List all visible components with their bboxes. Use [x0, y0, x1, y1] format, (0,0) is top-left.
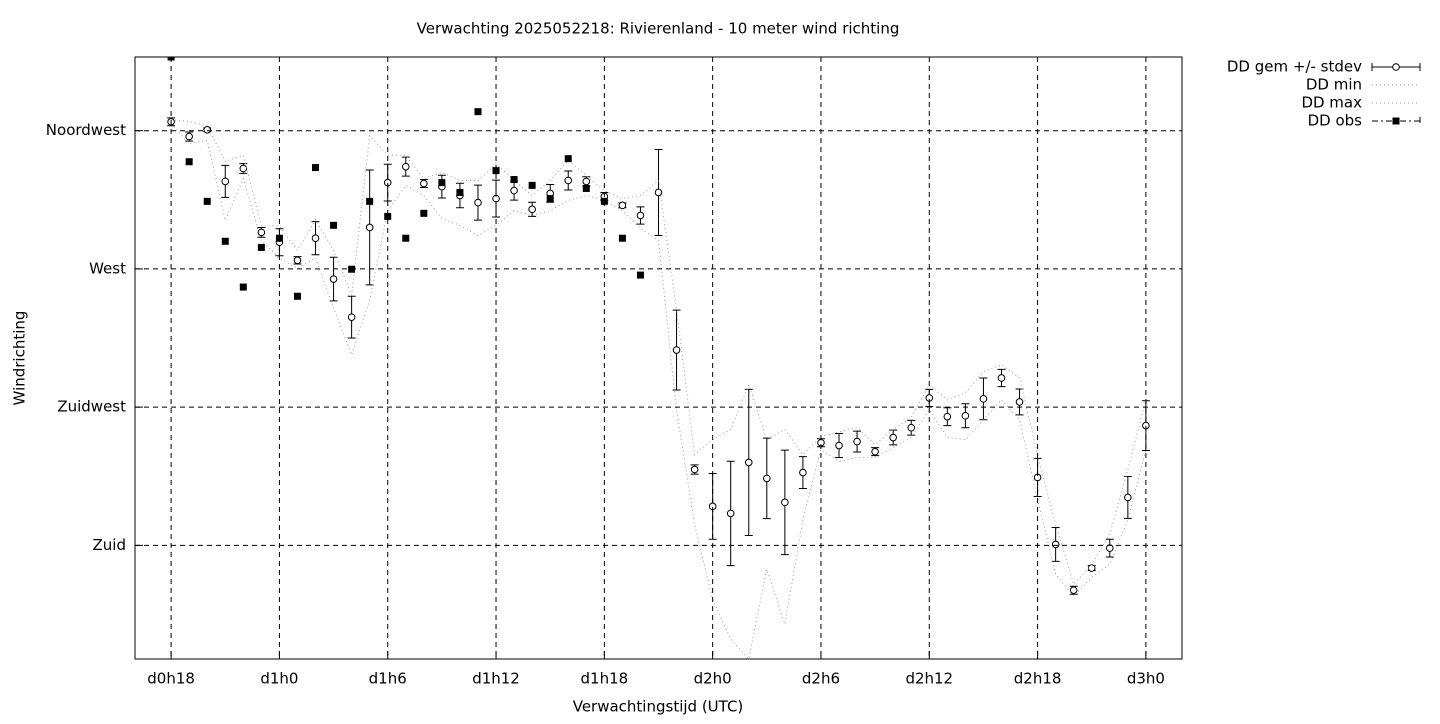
y-tick-label: Zuid: [93, 536, 126, 554]
mean-point: [420, 179, 428, 188]
legend-swatch: [1392, 63, 1400, 71]
range-line: [170, 123, 1147, 659]
obs-point: [582, 184, 590, 192]
mean-point: [528, 205, 536, 214]
legend-label: DD gem +/- stdev: [1227, 58, 1362, 76]
obs-point: [546, 195, 554, 203]
mean-point: [365, 223, 374, 232]
mean-point: [293, 256, 302, 265]
mean-point: [329, 275, 338, 283]
legend-swatch: [1392, 117, 1400, 125]
mean-point: [510, 186, 518, 195]
obs-point: [185, 158, 193, 166]
mean-point: [654, 188, 663, 197]
obs-point: [456, 188, 464, 196]
obs-point: [330, 221, 338, 229]
mean-point: [1051, 540, 1060, 549]
mean-point: [239, 164, 248, 173]
mean-point: [835, 441, 843, 450]
mean-point: [311, 234, 320, 243]
y-axis-label: Windrichting: [11, 311, 29, 406]
range-line: [171, 119, 1147, 586]
obs-point: [312, 164, 320, 172]
obs-point: [636, 271, 644, 279]
mean-point: [799, 468, 807, 477]
y-tick-label: West: [89, 259, 126, 277]
mean-point: [690, 465, 699, 474]
obs-point: [384, 212, 392, 220]
x-tick-label: d2h18: [1014, 670, 1062, 688]
mean-point: [997, 374, 1006, 382]
mean-point: [961, 411, 970, 420]
mean-point: [185, 132, 193, 141]
mean-point: [1124, 493, 1132, 502]
mean-point: [221, 177, 230, 186]
obs-point: [203, 197, 211, 205]
obs-point: [402, 234, 410, 242]
x-tick-label: d1h6: [369, 670, 407, 688]
legend-label: DD max: [1301, 94, 1362, 112]
legend-label: DD obs: [1308, 112, 1363, 130]
chart-title: Verwachting 2025052218: Rivierenland - 1…: [417, 20, 900, 38]
mean-point: [582, 177, 591, 186]
x-axis-label: Verwachtingstijd (UTC): [573, 698, 744, 716]
mean-point: [347, 313, 356, 321]
mean-point: [1069, 586, 1078, 595]
obs-point: [492, 167, 500, 175]
mean-point: [257, 228, 266, 237]
obs-point: [257, 243, 265, 251]
mean-point: [781, 498, 789, 507]
mean-point: [401, 162, 410, 171]
y-tick-label: Zuidwest: [57, 398, 126, 416]
mean-point: [871, 447, 879, 456]
mean-point: [979, 395, 988, 403]
legend-label: DD min: [1306, 76, 1362, 94]
mean-point: [726, 509, 735, 518]
plot-area: [167, 57, 1150, 659]
mean-point: [1015, 398, 1024, 406]
obs-point: [510, 176, 518, 184]
obs-point: [293, 292, 301, 300]
mean-point: [564, 176, 573, 185]
obs-point: [438, 179, 446, 187]
mean-point: [672, 346, 681, 354]
mean-point: [1105, 544, 1114, 552]
mean-point: [853, 437, 861, 446]
mean-point: [636, 211, 645, 220]
mean-point: [763, 474, 771, 483]
mean-point: [907, 423, 916, 432]
obs-point: [420, 209, 428, 217]
obs-point: [474, 108, 482, 116]
mean-point: [618, 201, 627, 210]
mean-point: [943, 412, 952, 421]
obs-point: [221, 237, 229, 245]
x-tick-label: d2h6: [802, 670, 840, 688]
obs-point: [239, 283, 247, 291]
x-tick-label: d0h18: [147, 670, 195, 688]
obs-point: [618, 234, 626, 242]
plot-frame: [134, 56, 1183, 660]
y-tick-label: Noordwest: [46, 121, 126, 139]
x-tick-label: d1h12: [472, 670, 520, 688]
mean-point: [744, 458, 753, 467]
mean-point: [889, 433, 897, 442]
x-tick-label: d2h0: [694, 670, 732, 688]
obs-point: [528, 181, 536, 189]
mean-point: [474, 198, 482, 207]
mean-point: [1087, 564, 1096, 572]
x-tick-label: d1h18: [581, 670, 629, 688]
x-tick-label: d2h12: [905, 670, 953, 688]
x-tick-label: d1h0: [260, 670, 298, 688]
obs-point: [366, 197, 374, 205]
obs-point: [564, 155, 572, 163]
mean-point: [203, 125, 212, 134]
x-tick-label: d3h0: [1127, 670, 1165, 688]
